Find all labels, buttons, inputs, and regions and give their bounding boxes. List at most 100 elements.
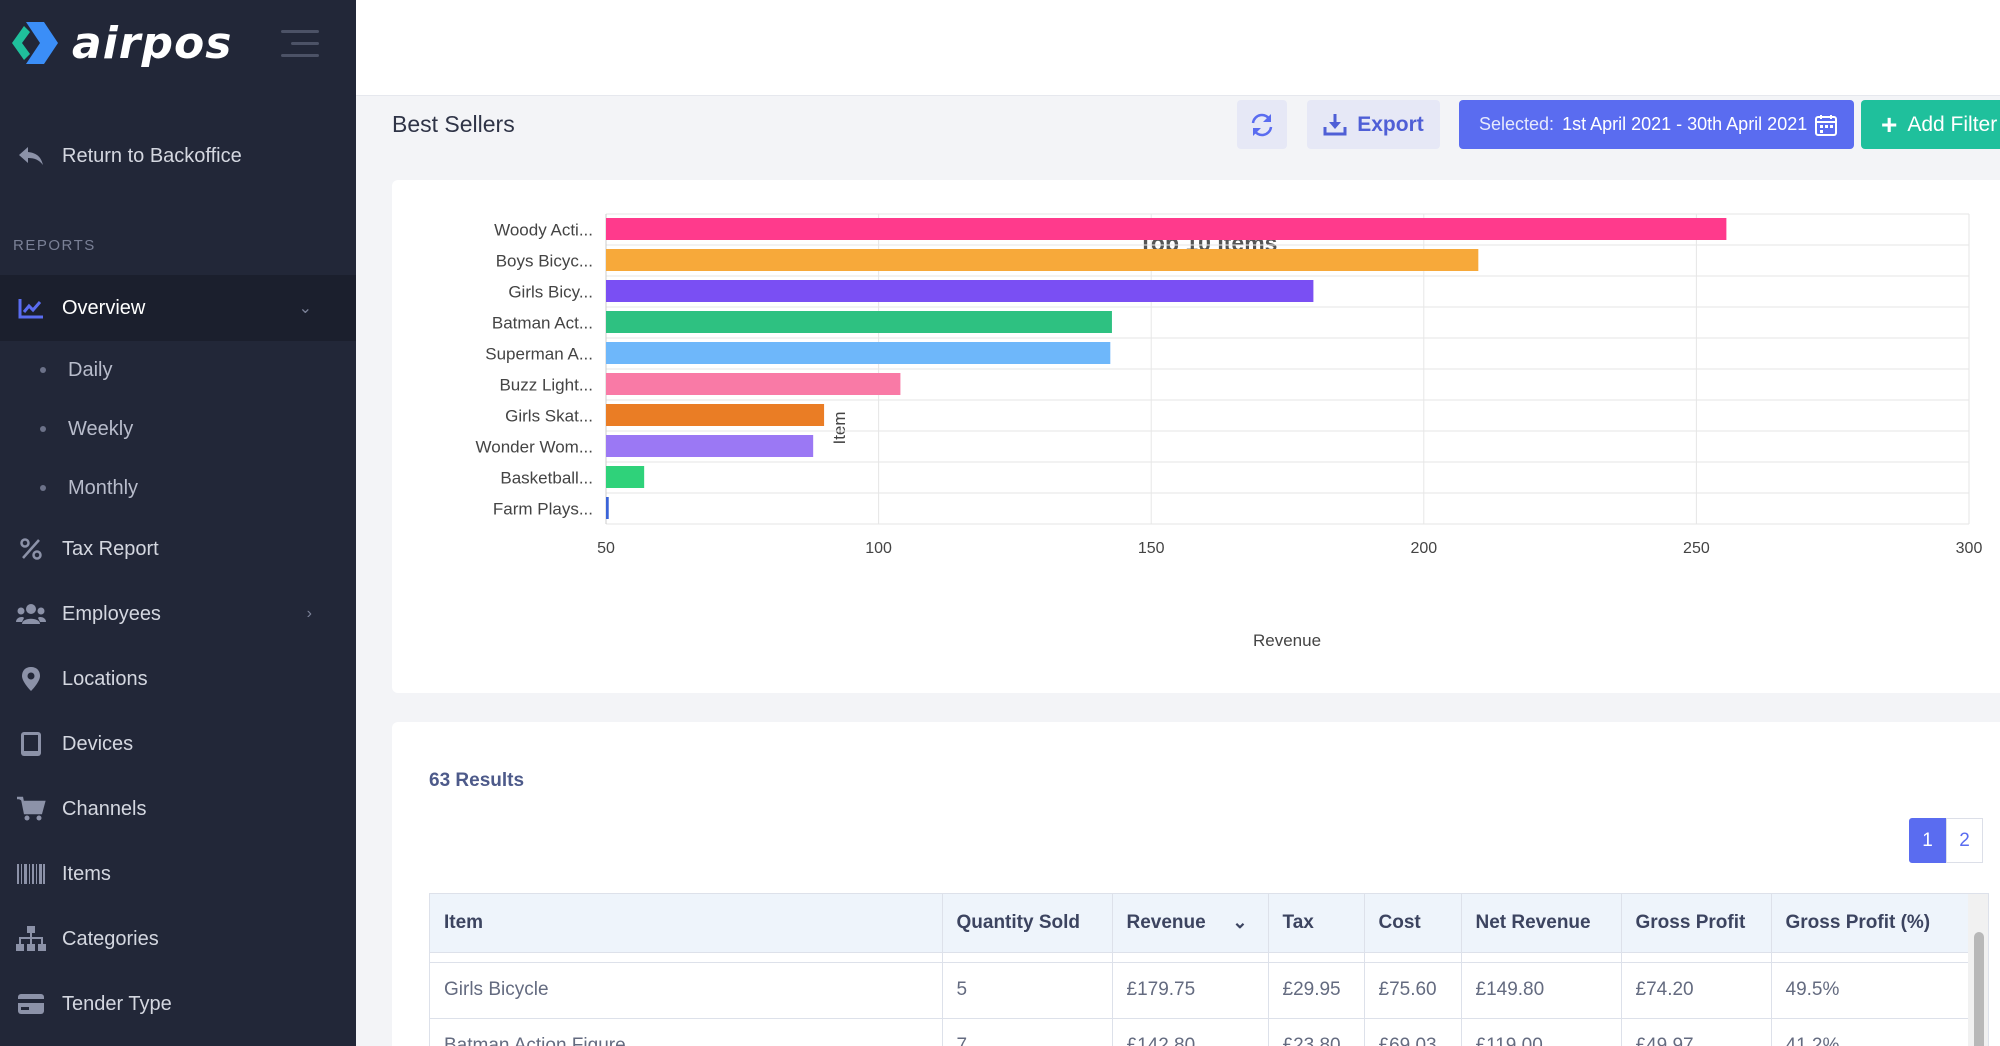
download-icon — [1323, 113, 1347, 135]
bullet-icon — [40, 367, 46, 373]
add-filter-label: Add Filter — [1907, 112, 1998, 136]
sort-desc-icon: ⌄ — [1232, 911, 1248, 932]
cart-icon — [16, 794, 46, 824]
cell-tax: £23.80 — [1268, 1018, 1365, 1046]
cell-cost: £75.60 — [1364, 962, 1462, 1019]
table-row[interactable]: Batman Action Figure 7 £142.80 £23.80 £6… — [430, 1018, 1971, 1046]
cell-tax: £29.95 — [1268, 962, 1365, 1019]
x-tick-label: 100 — [865, 540, 892, 557]
y-tick-label: Farm Plays... — [493, 500, 593, 519]
cell-net-revenue: £119.00 — [1461, 1018, 1622, 1046]
column-header-item[interactable]: Item — [430, 894, 943, 953]
sidebar-item-employees[interactable]: Employees › — [0, 586, 356, 642]
bar[interactable] — [606, 311, 1112, 333]
cell-revenue: £142.80 — [1112, 1018, 1269, 1046]
bullet-icon — [40, 485, 46, 491]
sidebar-subitem-label: Monthly — [68, 476, 139, 499]
cell-item: Batman Action Figure — [430, 1018, 943, 1046]
sidebar-item-label: Overview — [62, 296, 146, 319]
y-tick-label: Girls Bicy... — [508, 283, 593, 302]
sidebar-item-categories[interactable]: Categories — [0, 911, 356, 967]
sidebar-subitem-daily[interactable]: Daily — [0, 345, 356, 395]
bar[interactable] — [606, 435, 814, 457]
sidebar-item-items[interactable]: Items — [0, 846, 356, 902]
bar[interactable] — [606, 404, 825, 426]
logo-mark-icon — [12, 22, 58, 64]
sidebar-item-tax-report[interactable]: Tax Report — [0, 521, 356, 577]
y-tick-label: Boys Bicyc... — [496, 252, 593, 271]
y-tick-label: Basketball... — [500, 469, 593, 488]
table-scrollbar[interactable] — [1968, 894, 1988, 1046]
cell-revenue: £179.75 — [1112, 962, 1269, 1019]
y-tick-label: Buzz Light... — [499, 376, 593, 395]
sidebar-subitem-weekly[interactable]: Weekly — [0, 404, 356, 454]
bar[interactable] — [606, 280, 1314, 302]
y-tick-label: Batman Act... — [492, 314, 593, 333]
cell-net-revenue: £149.80 — [1461, 962, 1622, 1019]
line-chart-icon — [16, 293, 46, 323]
map-pin-icon — [16, 664, 46, 694]
column-header-gross-profit[interactable]: Gross Profit — [1621, 894, 1772, 953]
sidebar: airpos Return to Backoffice REPORTS Over… — [0, 0, 356, 1046]
cell-gross-profit-pct: 49.5% — [1771, 962, 1971, 1019]
sidebar-item-label: Locations — [62, 667, 148, 690]
credit-card-icon — [16, 989, 46, 1019]
bar[interactable] — [606, 342, 1111, 364]
sidebar-subitem-monthly[interactable]: Monthly — [0, 463, 356, 513]
bullet-icon — [40, 426, 46, 432]
table-scrollbar-thumb[interactable] — [1974, 932, 1984, 1046]
results-count: 63 Results — [429, 770, 525, 791]
sidebar-item-devices[interactable]: Devices — [0, 716, 356, 772]
chart-ylabel: Item — [830, 411, 849, 444]
date-range-button[interactable]: Selected: 1st April 2021 - 30th April 20… — [1459, 100, 1854, 149]
y-tick-label: Girls Skat... — [505, 407, 593, 426]
x-tick-label: 50 — [597, 540, 615, 557]
chevron-right-icon: › — [306, 605, 312, 622]
column-header-net-revenue[interactable]: Net Revenue — [1461, 894, 1622, 953]
sidebar-subitem-label: Weekly — [68, 417, 134, 440]
airpos-logo[interactable]: airpos — [10, 17, 233, 69]
top-bar — [356, 0, 2000, 96]
cell-cost: £69.03 — [1364, 1018, 1462, 1046]
table-row[interactable]: Girls Bicycle 5 £179.75 £29.95 £75.60 £1… — [430, 962, 1971, 1019]
page-1-button[interactable]: 1 — [1909, 818, 1946, 863]
reply-arrow-icon — [16, 141, 46, 171]
page-title: Best Sellers — [392, 111, 515, 137]
sidebar-item-label: Tax Report — [62, 537, 159, 560]
column-header-quantity-sold[interactable]: Quantity Sold — [942, 894, 1113, 953]
add-filter-button[interactable]: + Add Filter — [1861, 100, 2000, 149]
column-header-cost[interactable]: Cost — [1364, 894, 1462, 953]
menu-toggle-button[interactable] — [281, 30, 319, 58]
bar[interactable] — [606, 218, 1727, 240]
x-tick-label: 150 — [1138, 540, 1165, 557]
sidebar-item-label: Devices — [62, 732, 134, 755]
export-button[interactable]: Export — [1307, 100, 1440, 149]
users-icon — [16, 599, 46, 629]
sidebar-item-overview[interactable]: Overview ⌄ — [0, 275, 356, 341]
y-tick-label: Wonder Wom... — [476, 438, 593, 457]
barcode-icon — [16, 859, 46, 889]
y-tick-label: Superman A... — [485, 345, 593, 364]
bar[interactable] — [606, 249, 1479, 271]
page-2-button[interactable]: 2 — [1946, 818, 1983, 863]
return-to-backoffice-link[interactable]: Return to Backoffice — [0, 128, 356, 184]
refresh-icon — [1251, 113, 1273, 136]
bar[interactable] — [606, 497, 609, 519]
sidebar-item-label: Employees — [62, 602, 161, 625]
sidebar-item-tender-type[interactable]: Tender Type — [0, 976, 356, 1032]
column-header-tax[interactable]: Tax — [1268, 894, 1365, 953]
sidebar-item-channels[interactable]: Channels — [0, 781, 356, 837]
refresh-button[interactable] — [1237, 100, 1287, 149]
date-range-value: 1st April 2021 - 30th April 2021 — [1562, 114, 1808, 134]
column-header-revenue[interactable]: Revenue ⌄ — [1112, 894, 1269, 953]
x-tick-label: 250 — [1683, 540, 1710, 557]
chevron-down-icon: ⌄ — [298, 300, 312, 317]
cell-gross-profit: £74.20 — [1621, 962, 1772, 1019]
logo-text: airpos — [72, 17, 233, 69]
sidebar-item-locations[interactable]: Locations — [0, 651, 356, 707]
bar[interactable] — [606, 466, 645, 488]
return-label: Return to Backoffice — [62, 144, 242, 167]
bar[interactable] — [606, 373, 901, 395]
column-header-gross-profit-pct[interactable]: Gross Profit (%) — [1771, 894, 1971, 953]
sidebar-subitem-label: Daily — [68, 358, 113, 381]
